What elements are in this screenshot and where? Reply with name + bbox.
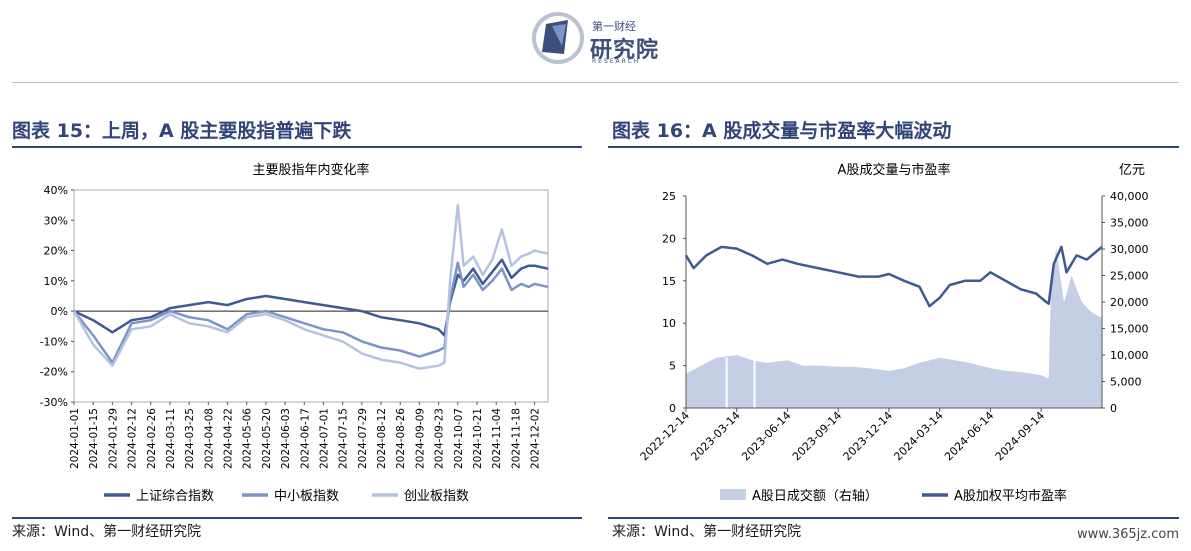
x-tick-label: 2023-03-14 [688,409,742,463]
y-right-tick-label: 15,000 [1110,323,1149,336]
logo-main-text: 研究院 [590,38,660,63]
series-line-1 [73,261,549,364]
legend-swatch [720,489,746,500]
x-tick-label: 2024-11-18 [510,408,522,469]
left-source: 来源：Wind、第一财经研究院 [12,524,202,540]
y-tick-label: 10% [44,275,68,288]
y-left-tick-label: 0 [669,402,676,415]
y-tick-label: 0% [51,305,68,318]
y-right-tick-label: 35,000 [1110,217,1149,230]
x-tick-label: 2024-10-21 [472,408,484,469]
right-section-title: 图表 16：A 股成交量与市盈率大幅波动 [612,120,952,142]
y-tick-label: 30% [44,214,68,227]
right-axis-unit: 亿元 [1119,163,1145,178]
x-tick-label: 2024-12-02 [530,408,542,469]
x-tick-label: 2024-10-07 [453,408,465,469]
x-tick-label: 2024-03-25 [184,408,196,469]
index-change-chart: 主要股指年内变化率40%30%20%10%0%-10%-20%-30%2024-… [40,162,549,504]
x-tick-label: 2024-06-17 [299,408,311,469]
series-line-2 [72,203,549,370]
x-tick-label: 2024-09-23 [434,408,446,469]
y-left-tick-label: 20 [662,232,676,245]
y-tick-label: -20% [40,366,68,379]
volume-area [686,249,1102,408]
x-tick-label: 2024-03-14 [891,409,945,463]
x-tick-label: 2024-05-06 [242,408,254,469]
x-tick-label: 2024-01-15 [88,408,100,469]
x-tick-label: 2023-12-14 [841,409,895,463]
y-left-tick-label: 5 [669,360,676,373]
x-tick-label: 2024-02-12 [127,408,139,469]
x-tick-label: 2024-01-29 [107,408,119,469]
x-tick-label: 2024-11-04 [491,408,503,469]
x-tick-label: 2024-03-11 [165,408,177,469]
x-tick-label: 2024-08-26 [395,408,407,469]
x-tick-label: 2024-07-29 [357,408,369,469]
left-source-rule [12,517,582,519]
legend-label: A股日成交额（右轴） [752,488,878,504]
y-left-tick-label: 25 [662,190,676,203]
y-right-tick-label: 10,000 [1110,349,1149,362]
watermark: www.365jz.com [1077,527,1179,542]
x-tick-label: 2024-02-26 [146,408,158,469]
x-tick-label: 2022-12-14 [638,409,692,463]
series-line-0 [73,258,549,337]
right-source-rule [608,517,1179,519]
logo-mark-icon [532,12,584,64]
right-title-rule [608,146,1179,148]
x-tick-label: 2024-01-01 [69,408,81,469]
x-tick-label: 2023-06-14 [739,409,793,463]
plot-frame [73,189,549,403]
y-tick-label: -30% [40,396,68,409]
x-tick-label: 2024-06-14 [942,409,996,463]
left-section-title: 图表 15：上周，A 股主要股指普遍下跌 [12,120,352,142]
y-right-tick-label: 20,000 [1110,296,1149,309]
left-title-rule [12,146,582,148]
y-tick-label: -10% [40,335,68,348]
y-tick-label: 40% [44,184,68,197]
legend-label: 创业板指数 [404,489,469,504]
research-logo: 第一财经 研究院 RESEARCH [528,8,668,68]
x-tick-label: 2024-08-12 [376,408,388,469]
legend-label: 上证综合指数 [136,489,214,504]
header-divider [12,82,1179,83]
x-tick-label: 2024-07-15 [338,408,350,469]
y-left-tick-label: 10 [662,317,676,330]
volume-pe-chart: A股成交量与市盈率 亿元 25 20 15 10 5 0 40,000 35,000 30,000 2… [638,162,1149,504]
x-tick-label: 2024-09-09 [414,408,426,469]
x-tick-label: 2024-04-22 [223,408,235,469]
chart-title: 主要股指年内变化率 [252,162,369,178]
legend-label: 中小板指数 [274,489,339,504]
x-tick-label: 2024-07-01 [318,408,330,469]
x-tick-label: 2024-04-08 [203,408,215,469]
y-right-tick-label: 0 [1110,402,1117,415]
y-right-tick-label: 30,000 [1110,243,1149,256]
logo-top-text: 第一财经 [592,20,636,33]
chart-title: A股成交量与市盈率 [838,162,951,178]
legend-label: A股加权平均市盈率 [954,488,1067,504]
x-tick-label: 2024-05-20 [261,408,273,469]
y-tick-label: 20% [44,245,68,258]
right-source: 来源：Wind、第一财经研究院 [612,524,802,540]
x-tick-label: 2023-09-14 [790,409,844,463]
y-left-tick-label: 15 [662,275,676,288]
y-right-tick-label: 5,000 [1110,376,1142,389]
y-right-tick-label: 25,000 [1110,270,1149,283]
y-right-tick-label: 40,000 [1110,190,1149,203]
pe-line [684,245,1103,308]
x-tick-label: 2024-09-14 [993,409,1047,463]
logo-sub-text: RESEARCH [592,58,641,65]
x-tick-label: 2024-06-03 [280,408,292,469]
